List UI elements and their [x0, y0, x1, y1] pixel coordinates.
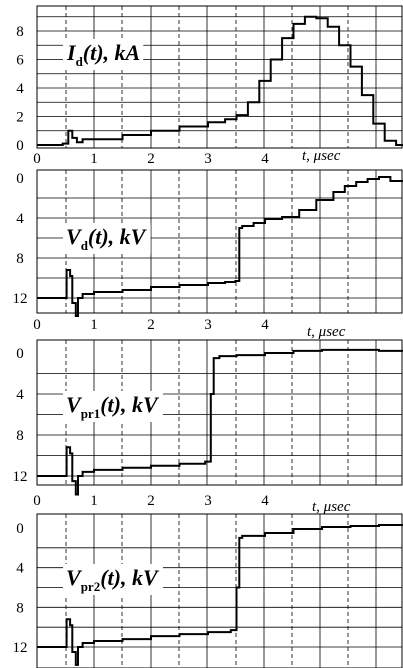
title-background	[63, 223, 151, 254]
y-tick-label: 12	[13, 640, 28, 656]
series-line	[37, 348, 403, 496]
x-tick-label: 4	[261, 317, 269, 333]
series-line	[37, 15, 403, 146]
x-tick-label: 0	[33, 151, 41, 167]
y-tick-label: 12	[13, 469, 28, 485]
x-tick-label: 3	[204, 493, 212, 509]
y-tick-label: 4	[16, 81, 24, 97]
y-tick-label: 4	[16, 211, 24, 227]
panel-4: 0 4 8 12 Vpr2(t), kV	[13, 513, 403, 668]
x-tick-label: 0	[33, 493, 41, 509]
y-tick-label: 4	[16, 561, 24, 577]
plot-frame	[36, 169, 403, 314]
x-tick-label: 4	[261, 151, 269, 167]
series-line	[37, 524, 403, 666]
y-tick-label: 0	[16, 521, 24, 537]
plot-frame	[36, 513, 403, 668]
x-axis-label: t, μsec	[302, 148, 341, 164]
panel-1: 0 2 4 6 8 0 1 2 3 4 t, μsec Id(t), kA	[16, 5, 403, 167]
y-tick-label: 8	[16, 428, 24, 444]
series-line	[37, 176, 403, 317]
title-background	[63, 39, 144, 70]
x-tick-label: 1	[90, 151, 98, 167]
panel-title: Id(t), kA	[66, 40, 140, 69]
y-tick-label: 8	[16, 600, 24, 616]
x-tick-label: 2	[147, 317, 155, 333]
title-background	[63, 564, 163, 595]
y-tick-label: 0	[16, 346, 24, 362]
y-tick-label: 8	[16, 24, 24, 40]
y-tick-label: 12	[13, 291, 28, 307]
title-background	[63, 391, 163, 422]
y-tick-label: 4	[16, 387, 24, 403]
x-tick-label: 1	[90, 317, 98, 333]
x-tick-label: 3	[204, 317, 212, 333]
x-tick-label: 3	[204, 151, 212, 167]
y-tick-label: 2	[16, 110, 24, 126]
x-tick-label: 0	[33, 317, 41, 333]
x-axis-label: t, μsec	[312, 499, 351, 515]
x-tick-label: 2	[147, 493, 155, 509]
y-tick-label: 0	[16, 171, 24, 187]
x-tick-label: 2	[147, 151, 155, 167]
y-tick-label: 0	[16, 138, 24, 154]
panel-title: Vpr1(t), kV	[66, 392, 160, 421]
x-tick-label: 4	[261, 493, 269, 509]
plot-frame	[36, 339, 403, 486]
panel-title: Vpr2(t), kV	[66, 565, 160, 594]
panel-title: Vd(t), kV	[66, 224, 148, 253]
y-tick-label: 8	[16, 251, 24, 267]
plot-frame	[36, 5, 403, 149]
x-tick-label: 1	[90, 493, 98, 509]
x-axis-label: t, μsec	[307, 324, 346, 340]
y-tick-label: 6	[16, 53, 24, 69]
